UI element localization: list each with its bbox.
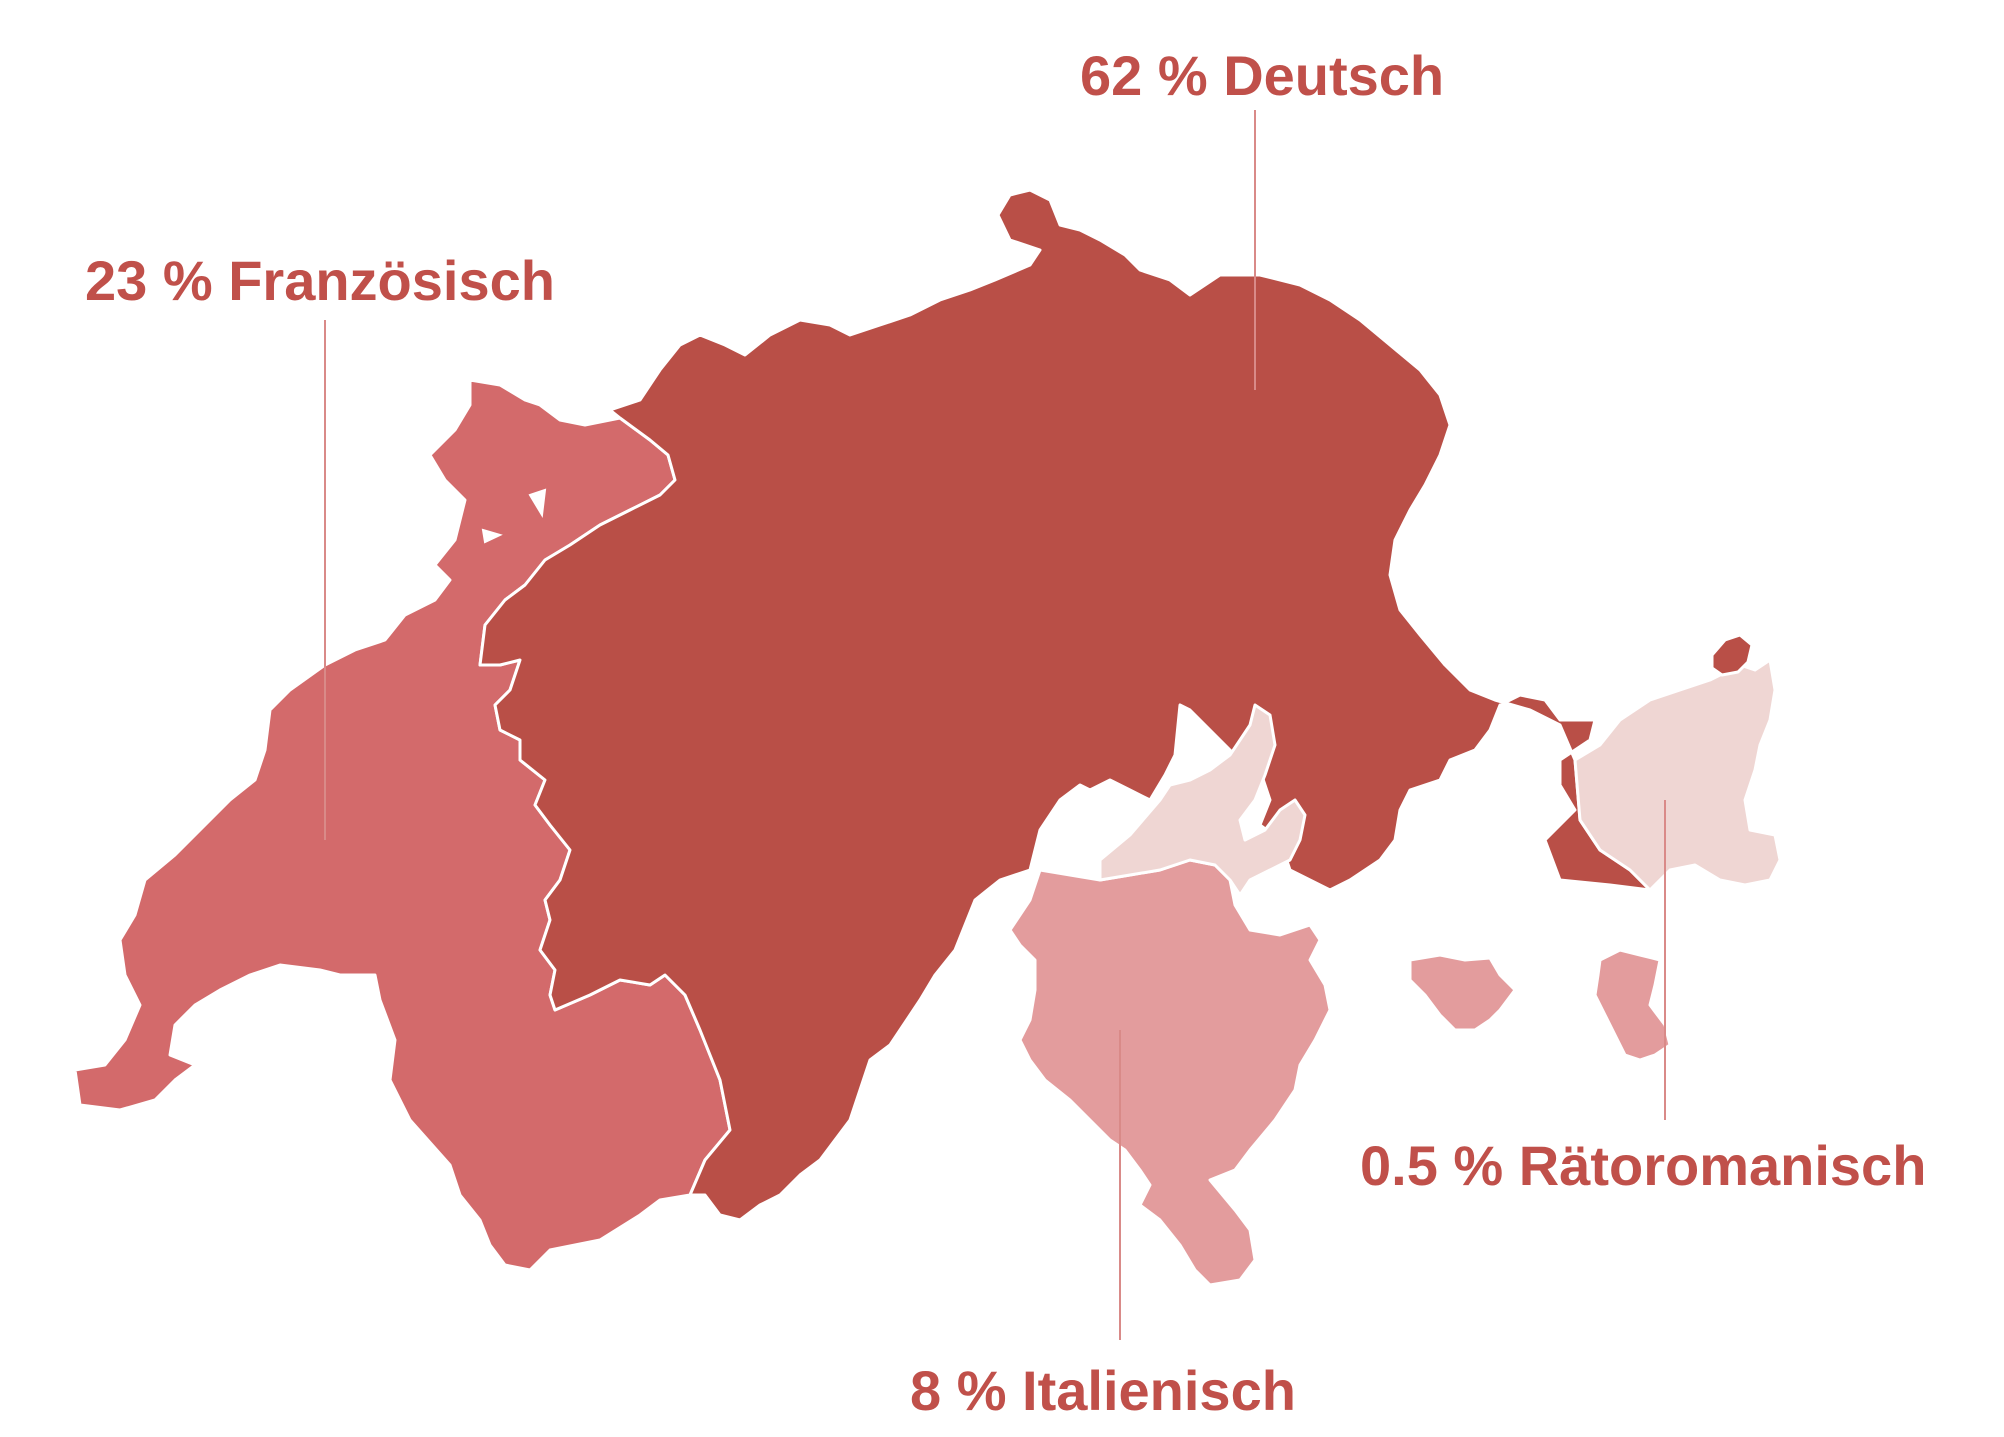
- label-franzoesisch: 23 % Französisch: [85, 249, 555, 312]
- region-italienisch: [1008, 858, 1332, 1287]
- lake-mark-2: [481, 528, 503, 544]
- region-deutsch: [478, 188, 1652, 1222]
- region-raetoromanisch-east: [1573, 658, 1782, 892]
- region-italienisch-enclave-2: [1593, 948, 1672, 1062]
- region-deutsch-exclave: [1710, 633, 1754, 677]
- region-raetoromanisch: [1098, 703, 1307, 897]
- lake-mark-1: [528, 488, 547, 519]
- region-italienisch-enclave: [1408, 953, 1517, 1032]
- label-raetoromanisch: 0.5 % Rätoromanisch: [1360, 1134, 1926, 1197]
- label-deutsch: 62 % Deutsch: [1080, 44, 1444, 107]
- label-italienisch: 8 % Italienisch: [910, 1359, 1296, 1422]
